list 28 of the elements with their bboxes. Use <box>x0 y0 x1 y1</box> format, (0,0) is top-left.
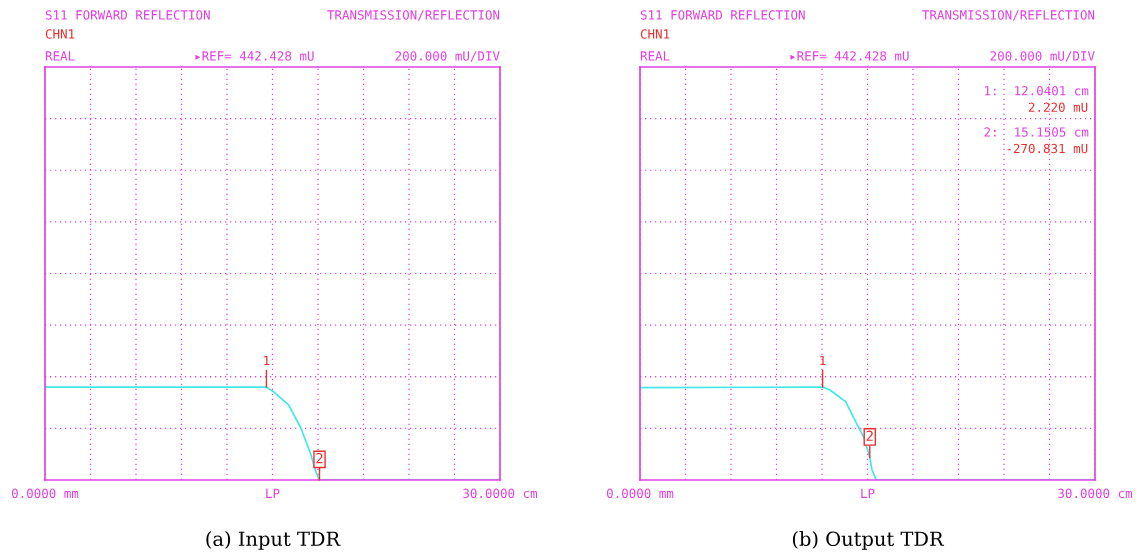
text: 200.000 mU/DIV <box>990 51 1095 62</box>
x-tick-label: 0.0000 mm <box>11 488 79 499</box>
text: ▸REF= 442.428 mU <box>195 51 314 61</box>
text: S11 FORWARD REFLECTION <box>45 10 210 20</box>
x-axis-title: (a) Input TDR <box>206 531 341 550</box>
annotation: 1 <box>264 355 270 366</box>
x-tick-label: 30.0000 cm <box>1058 488 1133 499</box>
text: TRANSMISSION/REFLECTION <box>922 10 1095 21</box>
text: TRANSMISSION/REFLECTION <box>327 10 500 21</box>
text: REAL <box>45 51 75 61</box>
annotation: 2 <box>316 452 323 464</box>
text: REAL <box>640 51 670 61</box>
text: ▸REF= 442.428 mU <box>790 51 909 61</box>
text: CHN1 <box>45 29 75 39</box>
x-tick-label: LP <box>861 488 875 498</box>
x-tick-label: 30.0000 cm <box>463 488 538 499</box>
text: -270.831 mU <box>1007 143 1088 154</box>
x-tick-label: 0.0000 mm <box>606 488 674 499</box>
x-axis-title: (b) Output TDR <box>792 531 945 550</box>
annotation: 2 <box>866 430 873 441</box>
text: S11 FORWARD REFLECTION <box>640 10 805 20</box>
x-tick-label: LP <box>266 488 280 498</box>
text: 200.000 mU/DIV <box>395 51 500 62</box>
text: 2.220 mU <box>1028 102 1088 112</box>
annotation: 1 <box>820 355 826 366</box>
text: 2: 15.1505 cm <box>984 127 1089 137</box>
text: CHN1 <box>640 29 670 39</box>
text: 1: 12.0401 cm <box>985 85 1089 96</box>
